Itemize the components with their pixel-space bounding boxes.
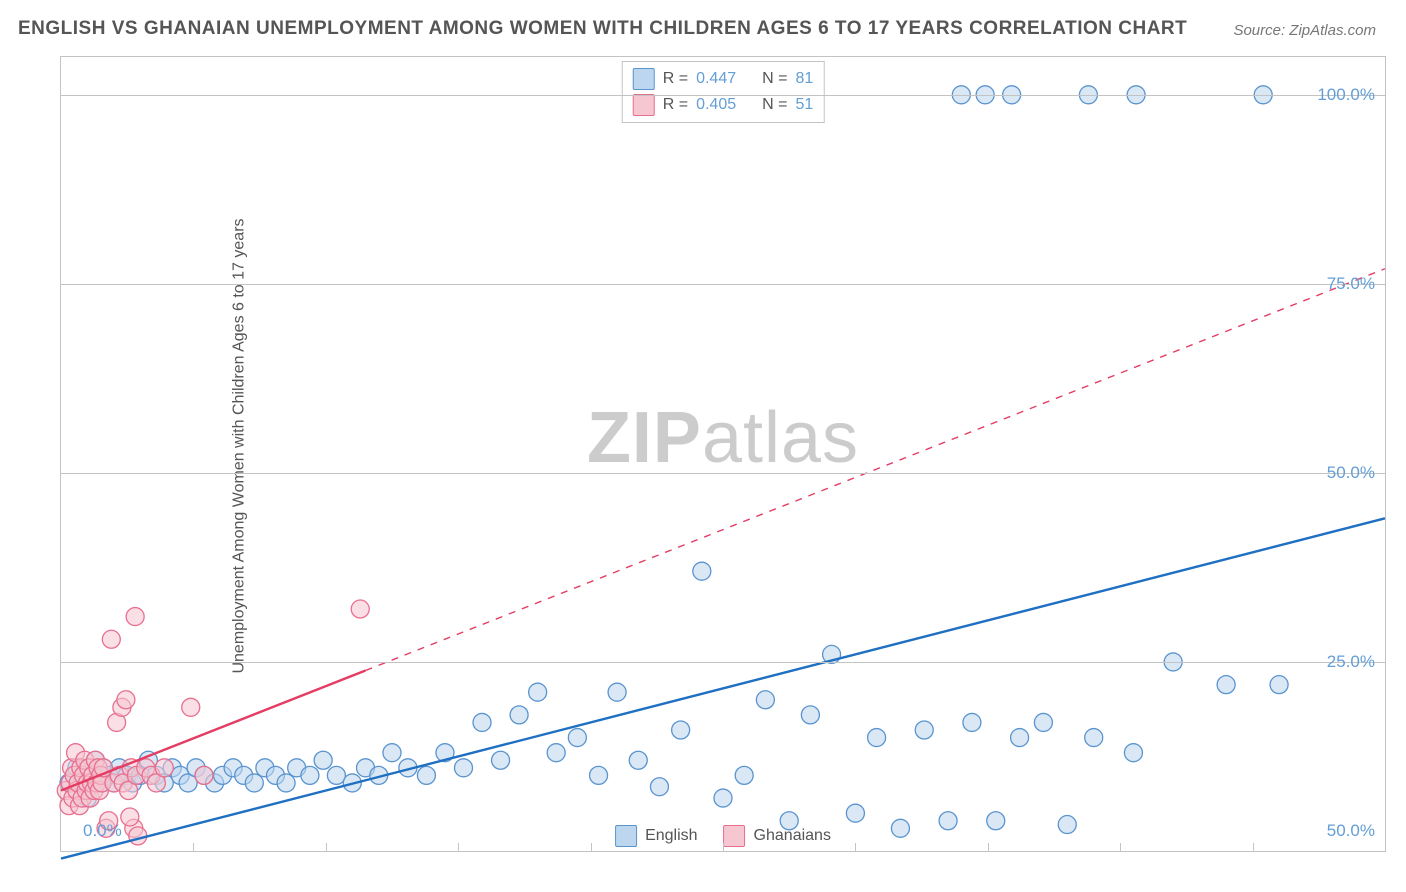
legend-r-label: R = xyxy=(663,96,688,114)
data-point xyxy=(102,630,120,648)
x-tick xyxy=(326,843,327,851)
data-point xyxy=(1270,676,1288,694)
data-point xyxy=(735,766,753,784)
data-point xyxy=(590,766,608,784)
chart-plot-area: ZIPatlas R =0.447N =81R =0.405N =51 Engl… xyxy=(60,56,1386,852)
scatter-svg xyxy=(61,57,1385,851)
legend-n-value: 81 xyxy=(795,70,813,88)
x-tick xyxy=(855,843,856,851)
x-tick-label: 0.0% xyxy=(83,821,122,841)
legend-swatch xyxy=(724,825,746,847)
data-point xyxy=(155,759,173,777)
data-point xyxy=(1217,676,1235,694)
legend-swatch xyxy=(615,825,637,847)
data-point xyxy=(182,698,200,716)
legend-row: R = 0.447 N = 81 xyxy=(633,66,814,92)
y-tick-label: 75.0% xyxy=(1327,274,1375,294)
data-point xyxy=(1034,713,1052,731)
data-point xyxy=(383,744,401,762)
chart-title: ENGLISH VS GHANAIAN UNEMPLOYMENT AMONG W… xyxy=(18,18,1187,40)
legend-r-value: 0.447 xyxy=(696,70,736,88)
data-point xyxy=(939,812,957,830)
data-point xyxy=(492,751,510,769)
data-point xyxy=(891,819,909,837)
trend-line xyxy=(61,670,366,790)
data-point xyxy=(846,804,864,822)
x-tick xyxy=(591,843,592,851)
legend-n-value: 51 xyxy=(795,96,813,114)
y-tick-label: 25.0% xyxy=(1327,652,1375,672)
legend-n-label: N = xyxy=(762,96,787,114)
legend-swatch xyxy=(633,94,655,116)
data-point xyxy=(868,729,886,747)
data-point xyxy=(245,774,263,792)
data-point xyxy=(195,766,213,784)
source-attribution: Source: ZipAtlas.com xyxy=(1233,22,1376,39)
gridline xyxy=(61,95,1385,96)
data-point xyxy=(301,766,319,784)
data-point xyxy=(351,600,369,618)
x-tick xyxy=(988,843,989,851)
data-point xyxy=(608,683,626,701)
data-point xyxy=(473,713,491,731)
y-tick-label: 50.0% xyxy=(1327,463,1375,483)
data-point xyxy=(629,751,647,769)
data-point xyxy=(529,683,547,701)
legend-r-label: R = xyxy=(663,70,688,88)
data-point xyxy=(801,706,819,724)
series-legend-label: Ghanaians xyxy=(754,827,831,845)
trend-line-extrapolated xyxy=(366,269,1385,671)
data-point xyxy=(126,608,144,626)
data-point xyxy=(1124,744,1142,762)
x-tick xyxy=(458,843,459,851)
data-point xyxy=(510,706,528,724)
series-legend-item: English xyxy=(615,825,697,847)
data-point xyxy=(714,789,732,807)
y-tick-label: 100.0% xyxy=(1317,85,1375,105)
x-tick-label: 50.0% xyxy=(1327,821,1375,841)
data-point xyxy=(454,759,472,777)
data-point xyxy=(547,744,565,762)
data-point xyxy=(756,691,774,709)
data-point xyxy=(963,713,981,731)
data-point xyxy=(1085,729,1103,747)
series-legend-label: English xyxy=(645,827,697,845)
data-point xyxy=(1011,729,1029,747)
data-point xyxy=(314,751,332,769)
x-tick xyxy=(1253,843,1254,851)
gridline xyxy=(61,284,1385,285)
data-point xyxy=(987,812,1005,830)
legend-row: R = 0.405 N = 51 xyxy=(633,92,814,118)
legend-swatch xyxy=(633,68,655,90)
data-point xyxy=(672,721,690,739)
data-point xyxy=(327,766,345,784)
data-point xyxy=(693,562,711,580)
x-tick xyxy=(1120,843,1121,851)
gridline xyxy=(61,473,1385,474)
data-point xyxy=(650,778,668,796)
correlation-legend: R = 0.447 N = 81 R = 0.405 N = 51 xyxy=(622,61,825,123)
data-point xyxy=(129,827,147,845)
legend-n-label: N = xyxy=(762,70,787,88)
data-point xyxy=(117,691,135,709)
data-point xyxy=(121,808,139,826)
data-point xyxy=(1058,816,1076,834)
x-tick xyxy=(193,843,194,851)
legend-r-value: 0.405 xyxy=(696,96,736,114)
data-point xyxy=(277,774,295,792)
gridline xyxy=(61,662,1385,663)
series-legend-item: Ghanaians xyxy=(724,825,831,847)
data-point xyxy=(568,729,586,747)
data-point xyxy=(417,766,435,784)
x-tick xyxy=(723,843,724,851)
data-point xyxy=(915,721,933,739)
